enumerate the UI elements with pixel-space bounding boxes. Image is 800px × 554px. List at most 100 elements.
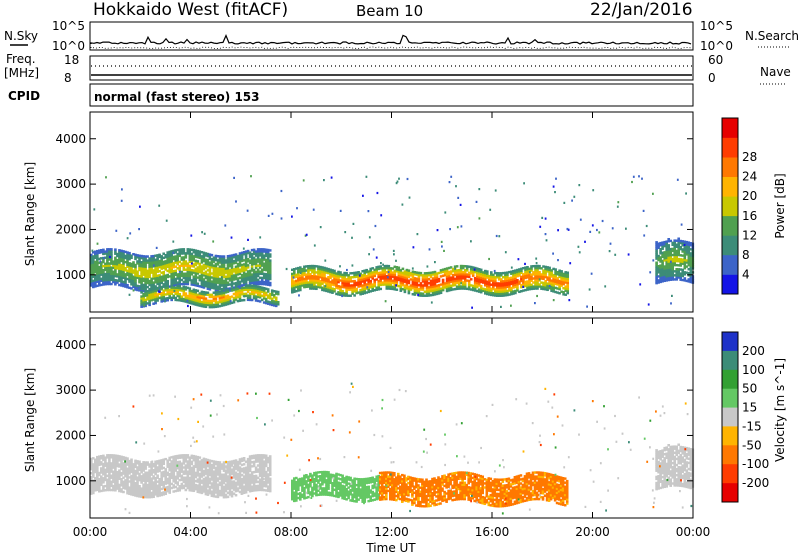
power-cell <box>108 270 111 273</box>
velocity-cell <box>92 471 95 474</box>
velocity-cell <box>92 467 95 470</box>
power-cell <box>176 259 180 262</box>
power-cell <box>657 267 660 270</box>
power-cell <box>174 251 178 254</box>
power-cell <box>118 255 121 258</box>
power-cell <box>486 290 489 294</box>
power-scatter-cell <box>647 303 650 306</box>
velocity-cell <box>206 471 210 474</box>
power-cell <box>248 275 252 279</box>
power-cell <box>132 279 135 283</box>
velocity-cell <box>254 466 258 469</box>
power-cell <box>198 302 202 305</box>
power-cell <box>118 253 121 256</box>
power-cell <box>132 269 135 272</box>
power-cell <box>192 294 196 298</box>
power-cell <box>687 255 691 259</box>
power-scatter-cell <box>443 249 445 252</box>
velocity-cell <box>240 480 244 483</box>
power-cell <box>657 244 660 248</box>
power-cell <box>327 269 330 273</box>
velocity-cell <box>192 485 196 489</box>
power-cell <box>500 292 503 295</box>
power-cell <box>437 286 441 289</box>
power-cell <box>413 291 417 294</box>
nave-label: Nave <box>760 65 791 79</box>
velocity-cell <box>110 456 113 459</box>
velocity-cell <box>164 468 168 471</box>
power-cell <box>252 269 256 272</box>
power-cell <box>538 266 541 270</box>
velocity-cell <box>202 480 206 483</box>
power-cell <box>508 287 511 290</box>
power-cell <box>484 277 487 281</box>
power-cell <box>190 281 194 284</box>
power-cell <box>331 271 334 274</box>
velocity-cell <box>198 480 202 484</box>
power-cell <box>228 264 232 268</box>
velocity-cell <box>146 489 149 493</box>
power-cell <box>156 264 159 267</box>
power-cell <box>305 265 308 268</box>
power-cell <box>136 288 139 292</box>
velocity-cell <box>180 456 184 459</box>
power-cell <box>315 277 318 280</box>
power-cell <box>138 268 141 272</box>
velocity-cell <box>172 457 176 461</box>
power-cell <box>421 276 425 279</box>
velocity-cell <box>256 460 260 463</box>
velocity-cell <box>90 472 93 475</box>
power-cell <box>118 271 121 275</box>
velocity-cell <box>204 472 208 475</box>
power-cell <box>534 279 537 282</box>
power-cell <box>192 269 196 272</box>
power-cell <box>202 253 206 257</box>
power-cell <box>441 268 445 271</box>
velocity-cell <box>198 460 202 463</box>
power-scatter-cell <box>473 268 476 271</box>
power-cell <box>252 271 256 274</box>
power-cell <box>363 287 367 291</box>
power-cell <box>494 271 497 275</box>
power-cell <box>291 278 294 282</box>
power-cell <box>319 280 322 283</box>
power-cell <box>514 291 517 295</box>
power-cell <box>228 298 232 301</box>
power-colorbar-swatch <box>722 157 738 177</box>
power-cell <box>431 277 435 280</box>
power-scatter-cell <box>393 253 395 256</box>
power-cell <box>246 290 250 293</box>
power-cell <box>457 279 461 282</box>
power-cell <box>399 283 403 286</box>
power-cell <box>659 241 662 245</box>
power-cell <box>467 275 471 279</box>
power-cell <box>657 281 660 284</box>
power-cell <box>536 287 539 290</box>
power-cell <box>176 248 180 252</box>
power-cell <box>202 263 206 267</box>
velocity-cell <box>242 487 246 491</box>
power-cell <box>226 288 230 291</box>
power-scatter-cell <box>247 238 249 241</box>
power-cell <box>425 280 429 283</box>
power-cell <box>504 283 507 287</box>
power-cell <box>673 274 677 277</box>
power-cell <box>158 274 161 277</box>
power-cell <box>258 294 262 297</box>
power-scatter-cell <box>528 271 531 274</box>
velocity-cell <box>216 485 220 488</box>
power-cell <box>94 281 97 284</box>
power-cell <box>104 262 107 266</box>
power-cell <box>192 248 196 252</box>
velocity-cell <box>226 467 230 470</box>
velocity-cell <box>180 464 184 467</box>
power-cell <box>226 283 230 287</box>
power-cell <box>439 275 443 278</box>
power-cell <box>94 275 97 278</box>
power-cell <box>389 287 393 290</box>
power-cell <box>236 299 240 303</box>
power-cell <box>441 288 445 292</box>
power-cell <box>114 272 117 276</box>
power-cell <box>214 264 218 268</box>
power-cell <box>479 287 483 290</box>
